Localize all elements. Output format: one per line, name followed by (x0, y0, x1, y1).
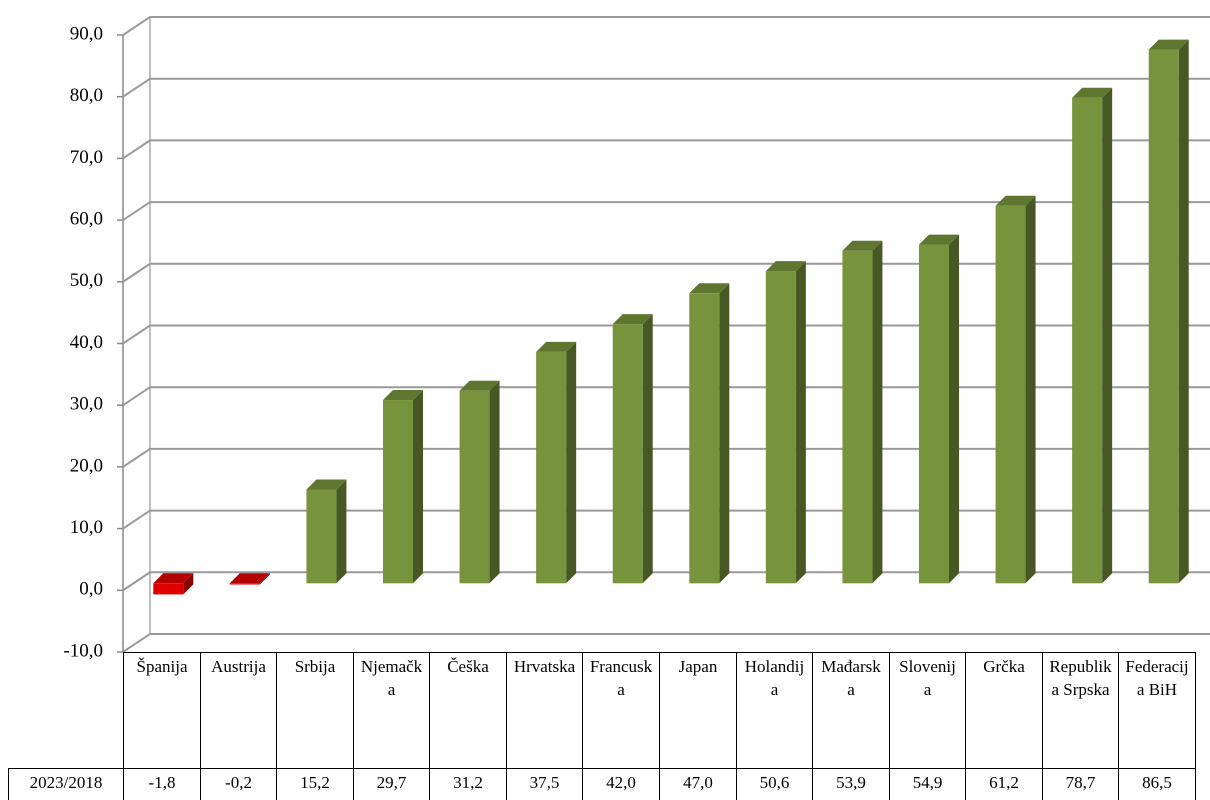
value-label: 29,7 (353, 768, 430, 800)
grid-line (122, 16, 1210, 36)
grid-line (122, 571, 1210, 592)
bar (1148, 49, 1179, 584)
value-label: 54,9 (889, 768, 966, 800)
value-label: 42,0 (582, 768, 660, 800)
bar-side (1102, 87, 1113, 584)
value-label: 37,5 (506, 768, 583, 800)
y-tick-label: -10,0 (63, 640, 103, 661)
category-label: Francuska (582, 652, 660, 769)
bar-side (1025, 195, 1036, 584)
bar (459, 390, 490, 584)
y-tick-label: 50,0 (70, 270, 103, 291)
bar (765, 271, 796, 584)
category-label: Njemačka (353, 652, 430, 769)
category-label: Srbija (276, 652, 354, 769)
category-label: Češka (429, 652, 507, 769)
grid-line (122, 262, 1210, 283)
y-tick-label: 60,0 (70, 208, 103, 229)
grid-line (122, 447, 1210, 468)
value-label: 86,5 (1118, 768, 1196, 800)
bar (383, 400, 413, 584)
bar (536, 351, 567, 584)
bar-top (689, 283, 730, 294)
category-label: Hrvatska (506, 652, 583, 769)
y-tick-label: 40,0 (70, 332, 103, 353)
bar (1072, 97, 1103, 584)
bar-side (1178, 39, 1189, 584)
bar-side (949, 234, 959, 584)
grid-line (122, 386, 1210, 407)
bar-top (459, 380, 500, 391)
bar (689, 293, 720, 584)
bar-side (642, 314, 653, 584)
bar (306, 489, 337, 584)
bar-side (795, 261, 806, 584)
y-tick-label: 80,0 (70, 85, 103, 106)
y-tick-label: 30,0 (70, 394, 103, 415)
bar-top (842, 240, 883, 251)
bar-top (306, 479, 347, 490)
bar (612, 324, 643, 584)
value-label: -1,8 (123, 768, 201, 800)
value-label: -0,2 (200, 768, 277, 800)
bar-side (872, 240, 883, 584)
bar-side (183, 573, 194, 595)
bar (229, 583, 260, 585)
grid-line (122, 201, 1210, 221)
grid-line (122, 633, 1210, 653)
value-label: 50,6 (736, 768, 813, 800)
value-label: 15,2 (276, 768, 354, 800)
bar-side (489, 380, 500, 584)
value-label: 47,0 (659, 768, 737, 800)
grid-line (122, 324, 1210, 345)
value-label: 61,2 (965, 768, 1043, 800)
bar (842, 250, 873, 584)
category-label: Federacija BiH (1118, 652, 1196, 769)
category-label: Holandija (736, 652, 813, 769)
bar-top (229, 573, 270, 584)
bar-top (919, 234, 959, 245)
bar-top (612, 314, 653, 325)
bar (995, 205, 1026, 584)
bar-top (995, 195, 1036, 206)
bar-side (259, 573, 270, 585)
category-label: Austrija (200, 652, 277, 769)
bar-side (566, 341, 577, 584)
value-label: 78,7 (1042, 768, 1119, 800)
category-label: Mađarska (812, 652, 890, 769)
y-tick-label: 10,0 (70, 517, 103, 538)
category-label: Španija (123, 652, 201, 769)
y-tick-label: 90,0 (70, 23, 103, 44)
bar-top (536, 341, 577, 352)
category-label: Slovenija (889, 652, 966, 769)
bar (153, 583, 184, 595)
category-label: Grčka (965, 652, 1043, 769)
grid-line (122, 77, 1210, 98)
y-tick-label: 70,0 (70, 147, 103, 168)
bar-side (719, 283, 730, 584)
series-name: 2023/2018 (8, 768, 124, 800)
bar-top (765, 261, 806, 272)
bar-top (1148, 39, 1189, 50)
bar-side (336, 479, 347, 584)
y-tick-label: 0,0 (79, 579, 103, 600)
value-label: 53,9 (812, 768, 890, 800)
category-label: Japan (659, 652, 737, 769)
bar-top (1072, 87, 1113, 98)
value-label: 31,2 (429, 768, 507, 800)
bar-side (413, 390, 423, 584)
y-tick-label: 20,0 (70, 455, 103, 476)
bar-top (383, 390, 423, 401)
bar (919, 244, 949, 584)
bar-top (153, 573, 194, 584)
grid-line (122, 139, 1210, 160)
category-label: Republika Srpska (1042, 652, 1119, 769)
grid-line (122, 509, 1210, 530)
